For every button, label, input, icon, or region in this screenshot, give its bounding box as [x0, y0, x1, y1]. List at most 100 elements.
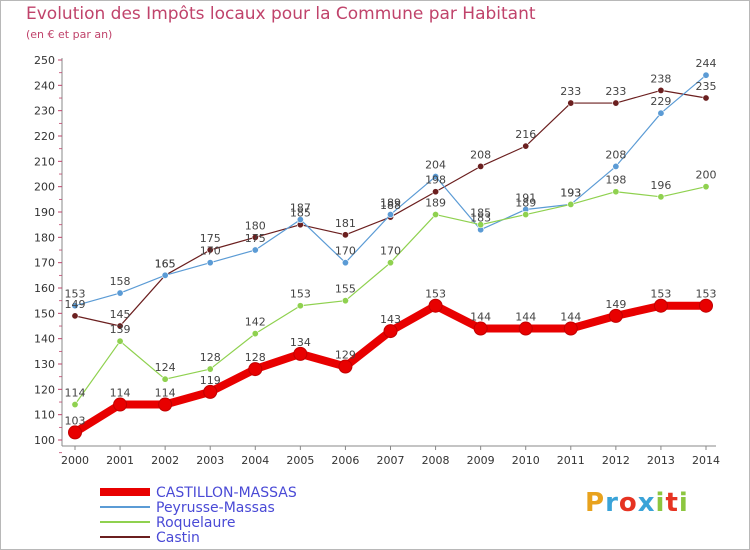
data-point — [383, 324, 398, 339]
data-label: 149 — [65, 298, 86, 311]
series-line-1 — [74, 74, 707, 307]
y-tick-label: 180 — [34, 231, 55, 244]
x-tick-label: 2014 — [692, 454, 720, 467]
y-tick-label: 170 — [34, 257, 55, 270]
y-tick-label: 120 — [34, 383, 55, 396]
y-tick-label: 240 — [34, 79, 55, 92]
data-point — [161, 271, 169, 279]
y-tick-label: 220 — [34, 130, 55, 143]
data-label: 128 — [200, 351, 221, 364]
data-label: 170 — [335, 245, 356, 258]
data-point — [203, 384, 218, 399]
data-point — [702, 71, 710, 79]
logo-letter: x — [637, 488, 656, 518]
y-tick-label: 100 — [34, 434, 55, 447]
data-label: 153 — [650, 288, 671, 301]
data-point — [341, 297, 349, 305]
data-point — [522, 142, 530, 150]
logo-letter: o — [618, 488, 638, 518]
data-label: 198 — [605, 174, 626, 187]
data-label: 216 — [515, 128, 536, 141]
data-label: 235 — [696, 80, 717, 93]
data-label: 193 — [560, 186, 581, 199]
data-label: 114 — [155, 387, 176, 400]
data-point — [702, 94, 710, 102]
data-point — [296, 302, 304, 310]
data-label: 165 — [155, 257, 176, 270]
x-tick-label: 2007 — [377, 454, 405, 467]
data-label: 144 — [470, 311, 491, 324]
data-label: 175 — [200, 232, 221, 245]
data-label: 185 — [290, 207, 311, 220]
data-label: 142 — [245, 316, 266, 329]
legend-label: Roquelaure — [156, 515, 235, 531]
data-point — [116, 322, 124, 330]
data-point — [699, 298, 713, 313]
x-tick-label: 2000 — [61, 454, 89, 467]
data-label: 204 — [425, 159, 446, 172]
data-point — [477, 162, 485, 170]
y-tick-label: 230 — [34, 105, 55, 118]
data-label: 229 — [650, 95, 671, 108]
data-point — [477, 221, 485, 229]
data-point — [293, 346, 308, 361]
data-label: 144 — [515, 311, 536, 324]
data-point — [567, 200, 575, 208]
data-label: 233 — [560, 85, 581, 98]
data-label: 244 — [696, 57, 717, 70]
x-tick-label: 2002 — [151, 454, 179, 467]
data-point — [518, 321, 533, 336]
logo-letter: t — [665, 488, 679, 518]
data-label: 149 — [605, 298, 626, 311]
data-point — [116, 289, 124, 297]
data-label: 158 — [110, 275, 131, 288]
data-label: 155 — [335, 283, 356, 296]
data-point — [206, 365, 214, 373]
x-tick-label: 2009 — [467, 454, 495, 467]
data-point — [338, 359, 353, 374]
chart-title: Evolution des Impôts locaux pour la Comm… — [26, 4, 536, 24]
legend-label: CASTILLON-MASSAS — [156, 485, 297, 501]
data-label: 180 — [245, 219, 266, 232]
y-tick-label: 150 — [34, 307, 55, 320]
data-point — [657, 193, 665, 201]
legend-label: Castin — [156, 530, 200, 546]
data-label: 145 — [110, 308, 131, 321]
data-point — [161, 375, 169, 383]
y-tick-label: 250 — [34, 54, 55, 67]
data-label: 185 — [470, 207, 491, 220]
data-point — [113, 397, 128, 412]
y-tick-label: 210 — [34, 155, 55, 168]
data-point — [653, 298, 668, 313]
data-label: 191 — [515, 191, 536, 204]
data-label: 238 — [650, 72, 671, 85]
data-label: 181 — [335, 217, 356, 230]
data-label: 188 — [380, 199, 401, 212]
data-point — [563, 321, 578, 336]
data-label: 208 — [470, 148, 491, 161]
data-label: 153 — [425, 288, 446, 301]
data-label: 183 — [470, 212, 491, 225]
data-point — [251, 233, 259, 241]
data-label: 233 — [605, 85, 626, 98]
data-point — [386, 211, 394, 219]
x-tick-label: 2010 — [512, 454, 540, 467]
data-point — [432, 188, 440, 196]
data-label: 134 — [290, 336, 311, 349]
y-tick-label: 140 — [34, 333, 55, 346]
data-point — [341, 259, 349, 267]
data-label: 196 — [650, 179, 671, 192]
data-label: 153 — [290, 288, 311, 301]
data-point — [612, 188, 620, 196]
x-tick-label: 2003 — [196, 454, 224, 467]
data-point — [432, 211, 440, 219]
data-point — [296, 216, 304, 224]
y-tick-label: 200 — [34, 181, 55, 194]
x-tick-label: 2008 — [422, 454, 450, 467]
data-label: 200 — [696, 169, 717, 182]
data-label: 114 — [65, 387, 86, 400]
data-point — [251, 246, 259, 254]
data-label: 129 — [335, 349, 356, 362]
logo-letter: P — [585, 488, 606, 518]
